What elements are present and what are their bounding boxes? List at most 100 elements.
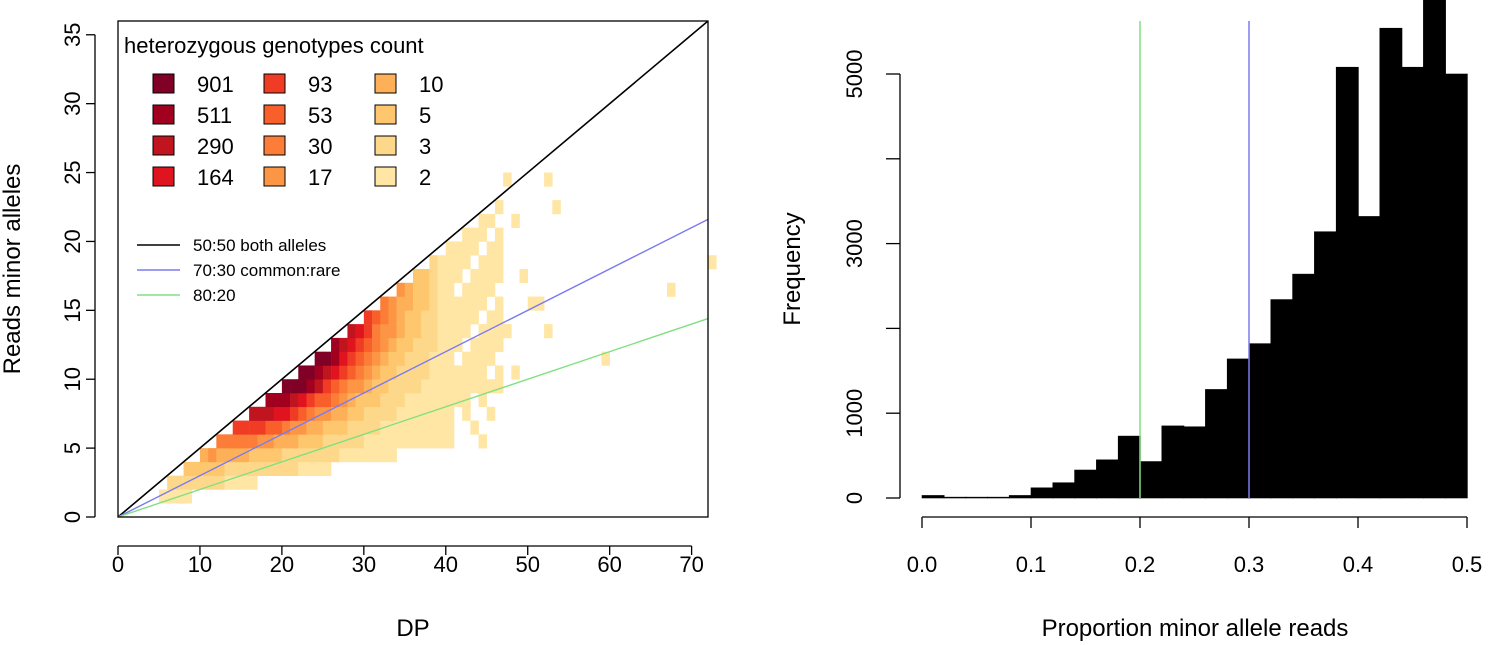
- x-tick-label: 50: [515, 552, 539, 577]
- heatmap-cell: [298, 365, 307, 380]
- legend-label: 53: [308, 103, 332, 128]
- histogram-bar: [1139, 461, 1163, 499]
- heatmap-cell: [667, 282, 676, 297]
- histogram-bar: [1270, 299, 1294, 499]
- heatmap-cell: [470, 282, 479, 297]
- legend-label: 290: [197, 134, 234, 159]
- heatmap-cell: [404, 296, 414, 311]
- heatmap-cell: [437, 282, 447, 297]
- heatmap-cell: [281, 379, 291, 394]
- heatmap-cell: [462, 227, 471, 242]
- heatmap-cell: [429, 255, 438, 270]
- heatmap-cell: [339, 393, 348, 408]
- heatmap-cell: [273, 420, 283, 435]
- x-tick-label: 20: [270, 552, 294, 577]
- heatmap-cell: [298, 420, 307, 435]
- heatmap-cell: [429, 296, 438, 311]
- heatmap-cell: [380, 448, 389, 463]
- heatmap-cell: [314, 365, 324, 380]
- heatmap-cell: [413, 379, 422, 394]
- heatmap-cell: [257, 448, 266, 463]
- heatmap-cell: [388, 296, 397, 311]
- heatmap-cell: [363, 420, 373, 435]
- heatmap-cell: [470, 241, 479, 256]
- heatmap-cell: [380, 310, 389, 325]
- heatmap-cell: [199, 461, 209, 476]
- heatmap-cell: [183, 475, 193, 490]
- x-tick-label: 0.1: [1016, 552, 1047, 577]
- heatmap-cell: [708, 255, 717, 270]
- heatmap-cell: [240, 448, 250, 463]
- heatmap-cell: [314, 434, 324, 449]
- heatmap-cell: [257, 434, 266, 449]
- heatmap-cell: [544, 324, 553, 339]
- legend-swatch: [374, 73, 397, 94]
- heatmap-cell: [413, 434, 422, 449]
- legend-swatch: [263, 135, 286, 156]
- heatmap-cell: [273, 448, 283, 463]
- heatmap-cell: [478, 393, 488, 408]
- heatmap-cell: [421, 310, 430, 325]
- heatmap-cell: [363, 379, 373, 394]
- heatmap-cell: [281, 406, 291, 421]
- legend-label: 164: [197, 165, 234, 190]
- legend-swatch: [152, 166, 175, 187]
- heatmap-cell: [322, 379, 332, 394]
- heatmap-cell: [339, 365, 348, 380]
- histogram-bar: [1205, 389, 1228, 499]
- heatmap-cell: [396, 337, 406, 352]
- heatmap-cell: [380, 406, 389, 421]
- heatmap-cell: [388, 393, 397, 408]
- heatmap-cell: [478, 365, 488, 380]
- histogram-bar: [1248, 343, 1272, 499]
- heatmap-cell: [494, 296, 504, 311]
- heatmap-cell: [445, 393, 455, 408]
- heatmap-cell: [429, 324, 438, 339]
- heatmap-cell: [453, 393, 463, 408]
- heatmap-cell: [478, 227, 488, 242]
- heatmap-cell: [396, 351, 406, 366]
- heatmap-cell: [494, 241, 504, 256]
- heatmap-cell: [265, 461, 274, 476]
- heatmap-cell: [413, 310, 422, 325]
- heatmap-cell: [445, 406, 455, 421]
- heatmap-cell: [347, 379, 356, 394]
- heatmap-cell: [290, 448, 299, 463]
- heatmap-cell: [404, 379, 414, 394]
- heatmap-cell: [494, 379, 504, 394]
- heatmap-cell: [544, 172, 553, 187]
- heatmap-cell: [404, 282, 414, 297]
- heatmap-cell: [429, 269, 438, 284]
- heatmap-cell: [355, 365, 365, 380]
- heatmap-cell: [372, 324, 381, 339]
- heatmap-cell: [232, 420, 242, 435]
- legend-label: 10: [419, 72, 443, 97]
- heatmap-cell: [388, 365, 397, 380]
- heatmap-cell: [290, 393, 299, 408]
- heatmap-cell: [347, 351, 356, 366]
- legend-swatch: [374, 166, 397, 187]
- y-axis: 0 1000 3000 5000: [842, 50, 901, 504]
- heatmap-cell: [388, 351, 397, 366]
- heatmap-cell: [380, 379, 389, 394]
- heatmap-cell: [437, 393, 447, 408]
- plot-frame: [117, 20, 709, 518]
- heatmap-cell: [462, 282, 471, 297]
- heatmap-cell: [363, 310, 373, 325]
- histogram-bar: [1183, 426, 1207, 499]
- heatmap-cell: [511, 365, 520, 380]
- heatmap-cell: [470, 310, 479, 325]
- heatmap-cell: [486, 310, 496, 325]
- heatmap-cell: [429, 337, 438, 352]
- y-tick-label: 5: [60, 442, 85, 454]
- heatmap-cell: [363, 406, 373, 421]
- heatmap-cell: [462, 241, 471, 256]
- heatmap-cell: [413, 365, 422, 380]
- heatmap-cell: [347, 365, 356, 380]
- heatmap-cell: [453, 324, 463, 339]
- heatmap-cell: [380, 337, 389, 352]
- heatmap-cell: [314, 379, 324, 394]
- histogram-bar: [1292, 273, 1316, 499]
- y-tick-label: 30: [60, 91, 85, 115]
